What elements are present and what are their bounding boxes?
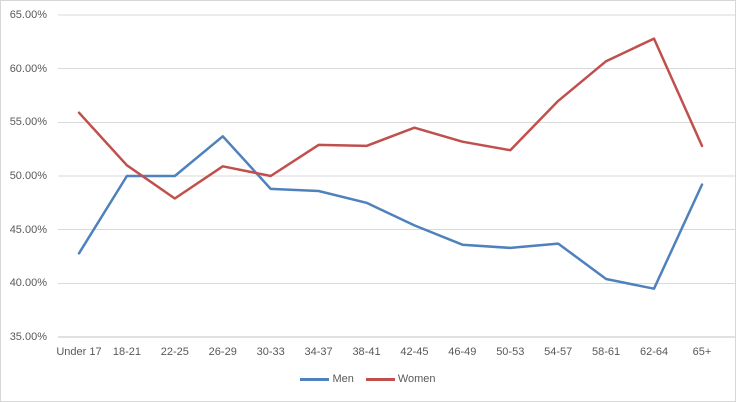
legend-item-men: Men — [300, 373, 354, 385]
x-axis-tick-label: 18-21 — [112, 346, 141, 358]
y-axis-tick-label: 65.00% — [9, 9, 47, 21]
legend: Men Women — [1, 373, 735, 385]
legend-label-women: Women — [397, 373, 436, 385]
x-axis-tick-label: 58-61 — [592, 346, 621, 358]
legend-item-women: Women — [365, 373, 436, 385]
y-axis-tick-label: 40.00% — [9, 277, 47, 290]
y-axis-tick-label: 55.00% — [9, 116, 47, 129]
x-axis-tick-label: 22-25 — [160, 346, 189, 358]
x-axis-tick-label: 38-41 — [352, 346, 381, 358]
x-axis-tick-label: 62-64 — [639, 346, 669, 358]
women-series-line — [77, 37, 704, 200]
y-axis-tick-label: 35.00% — [9, 331, 47, 343]
x-axis-tick-label: 46-49 — [448, 346, 477, 358]
x-axis-tick-label: 34-37 — [304, 346, 333, 358]
x-axis-tick-label: 54-57 — [544, 346, 573, 358]
men-series-line — [77, 135, 704, 290]
women-line-swatch — [365, 377, 395, 381]
y-axis-tick-label: 45.00% — [9, 223, 47, 236]
x-axis-tick-label: 50-53 — [496, 346, 525, 358]
x-axis-tick-label: Under 17 — [56, 346, 102, 358]
legend-label-men: Men — [332, 373, 354, 385]
x-axis-tick-label: 30-33 — [256, 346, 285, 358]
x-axis-tick-label: 26-29 — [208, 346, 237, 358]
y-axis-tick-label: 50.00% — [9, 170, 47, 182]
x-axis-tick-label: 65+ — [692, 346, 712, 358]
y-axis-tick-label: 60.00% — [9, 62, 47, 75]
x-axis-tick-label: 42-45 — [400, 346, 429, 358]
men-line-swatch — [300, 377, 330, 381]
